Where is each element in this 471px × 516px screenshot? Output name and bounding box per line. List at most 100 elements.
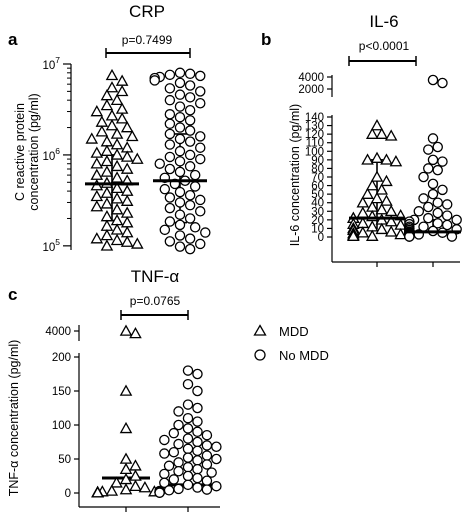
legend-circle-icon [254,349,266,361]
panel-a-point-circle [164,94,176,106]
panel-a-point-circle [189,222,201,233]
panel-c-point-circle [182,412,194,424]
panel-a-point-circle [184,80,196,91]
panel-c-point-triangle [129,479,142,492]
panel-b-point-circle [432,207,443,219]
panel-a-point-circle [174,67,186,79]
panel-c-point-circle [211,480,222,492]
panel-c-data-points [91,324,222,498]
panel-c-point-circle [159,434,170,446]
panel-b-point-circle [437,184,448,196]
panel-b-ytick-label: 100 [305,146,324,158]
panel-b-point-triangle [389,155,403,167]
panel-b-point-triangle [347,229,360,241]
legend-item-mdd: MDD [253,324,309,339]
panel-b-ytick-label: 70 [311,172,324,184]
panel-a-point-triangle [95,125,109,137]
panel-a-point-circle [184,190,196,201]
panel-c-point-circle [192,416,203,427]
legend: MDD No MDD [253,324,329,363]
panel-a-point-triangle [120,162,134,174]
panel-c-point-circle [192,455,203,466]
panel-a-point-triangle [130,237,144,249]
panel-a-point-triangle [100,210,114,222]
panel-c-point-circle [159,448,170,459]
panel-c-point-circle [211,453,222,465]
panel-b-point-triangle [365,179,379,191]
panel-a-point-triangle [105,68,119,81]
panel-b-ylabel: IL-6 concentration (pg/ml) [288,104,302,246]
panel-a-point-triangle [90,146,104,158]
panel-b-point-triangle [365,220,379,232]
panel-b-p-value: p<0.0001 [359,39,410,53]
panel-c-point-circle [192,445,203,457]
panel-b-point-triangle [365,127,379,139]
panel-a-point-circle [174,89,186,100]
panel-a-point-circle [174,101,186,112]
panel-b-point-circle [432,141,443,153]
panel-c-point-circle [173,457,184,468]
panel-a-point-triangle [100,239,114,251]
panel-a-point-circle [184,233,196,244]
panel-a-point-triangle [110,203,124,215]
panel-b-point-triangle [370,170,384,182]
panel-a-point-circle [184,125,196,136]
panel-a-point-circle [184,161,196,172]
legend-label-mdd: MDD [279,324,309,339]
panel-a-point-circle [174,219,186,231]
panel-c-point-triangle [119,324,133,336]
panel-c-point-circle [192,436,203,448]
panel-b-point-circle [423,212,434,224]
panel-c-point-triangle [129,459,142,471]
panel-a-point-circle [164,236,176,247]
panel-c-point-circle [192,482,203,493]
panel-a-title: CRP [129,2,165,21]
panel-a-point-triangle [110,192,124,204]
panel-b-point-triangle [375,222,389,235]
panel-a-point-triangle [105,109,119,121]
panel-c-point-circle [206,467,217,478]
panel-b-point-triangle [370,119,384,131]
panel-c-point-circle [182,423,194,434]
panel-a-point-circle [174,197,186,208]
panel-a-point-triangle [120,150,134,162]
panel-a-point-circle [174,122,186,133]
panel-b-point-circle [437,77,448,89]
panel-a-point-circle [184,136,196,147]
panel-a-point-circle [194,153,206,165]
panel-a-point-triangle [115,84,129,97]
panel-c-point-circle [201,440,213,451]
panel-b-point-triangle [394,227,407,240]
panel-a-ylabel-line2: concentration (pg/ml) [27,93,41,210]
panel-b-point-triangle [356,206,370,218]
panel-a-point-circle [174,241,186,252]
panel-c-point-triangle [119,483,133,495]
panel-c-point-circle [201,475,213,487]
panel-a-point-circle [174,230,186,241]
panel-a-point-triangle [120,235,134,247]
panel-c-point-circle [163,485,175,496]
panel-a-point-circle [194,194,206,206]
panel-a-point-circle [164,202,176,214]
panel-c-point-circle [182,378,194,390]
panel-c-point-circle [182,433,194,444]
panel-b-point-triangle [384,129,398,141]
panel-c-point-triangle [138,481,152,493]
panel-a-point-triangle [115,74,129,86]
panel-c-point-triangle [119,384,133,396]
panel-b-ytick-label: 80 [311,163,324,175]
panel-a-point-triangle [100,228,114,241]
panel-c-point-circle [168,427,180,439]
panel-a-point-circle [159,183,171,195]
panel-b-ytick-label: 30 [311,206,324,218]
panel-a-point-triangle [110,159,124,172]
panel-c-point-circle [182,443,194,455]
panel-a-point-triangle [120,194,134,206]
panel-a-y-ticks: 105 106 107 [42,55,71,254]
panel-c-point-triangle [119,452,133,464]
panel-a-point-circle [184,149,196,161]
panel-a-point-circle [164,128,176,140]
panel-c-point-circle [211,441,222,453]
panel-a-point-triangle [110,93,124,105]
